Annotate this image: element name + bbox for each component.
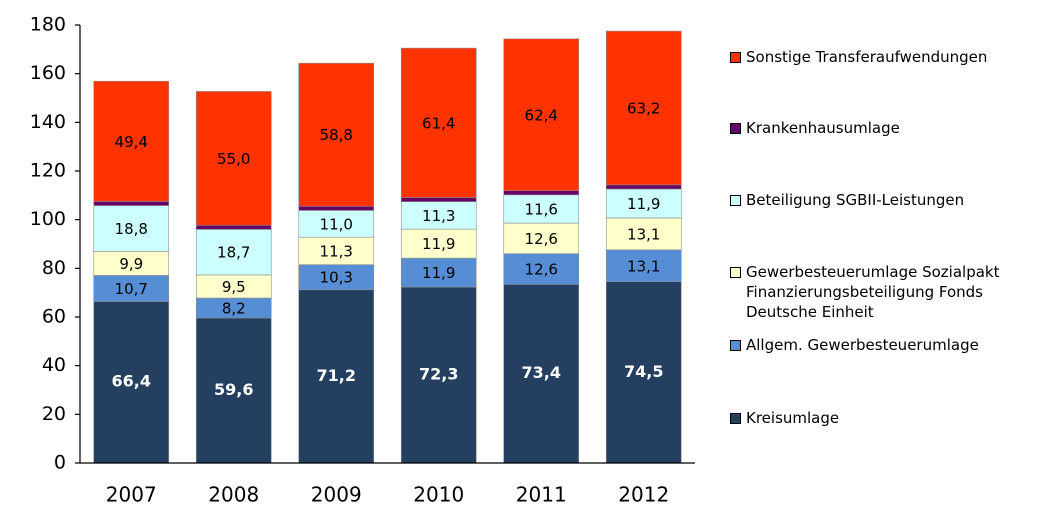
bar-segment bbox=[400, 286, 477, 464]
value-label: 10,3 bbox=[320, 269, 353, 287]
bar-segment bbox=[503, 38, 580, 192]
legend-label: Sonstige Transferaufwendungen bbox=[746, 48, 988, 66]
bar-segment bbox=[400, 201, 477, 230]
value-label: 13,1 bbox=[627, 225, 660, 243]
bar-segment bbox=[400, 197, 477, 202]
x-tick-label: 2010 bbox=[413, 483, 464, 507]
x-tick-label: 2011 bbox=[516, 483, 567, 507]
y-tick-label: 120 bbox=[30, 160, 66, 182]
bar-segment bbox=[298, 62, 375, 207]
legend-swatch bbox=[730, 340, 741, 351]
bar-segment bbox=[503, 222, 580, 255]
bar-segment bbox=[400, 228, 477, 259]
bar-segment bbox=[400, 257, 477, 288]
bar-segment bbox=[195, 91, 272, 226]
legend-item: Gewerbesteuerumlage Sozialpakt Finanzier… bbox=[730, 262, 999, 322]
x-tick-label: 2009 bbox=[311, 483, 362, 507]
value-label: 62,4 bbox=[525, 106, 558, 124]
bar-segment bbox=[400, 47, 477, 198]
value-label: 55,0 bbox=[217, 150, 250, 168]
bar-segment bbox=[195, 317, 272, 464]
value-label: 11,6 bbox=[525, 200, 558, 218]
bar-segment bbox=[298, 264, 375, 291]
bar-segment bbox=[195, 229, 272, 276]
legend-label: Allgem. Gewerbesteuerumlage bbox=[746, 336, 979, 354]
x-tick-label: 2012 bbox=[618, 483, 669, 507]
value-label: 73,4 bbox=[522, 363, 561, 382]
value-label: 72,3 bbox=[419, 365, 458, 384]
value-label: 66,4 bbox=[112, 372, 151, 391]
value-label: 18,7 bbox=[217, 244, 250, 262]
bar-segment bbox=[93, 80, 170, 202]
bar-segment bbox=[503, 190, 580, 196]
value-label: 11,9 bbox=[627, 195, 660, 213]
legend-item: Allgem. Gewerbesteuerumlage bbox=[730, 335, 979, 355]
y-tick-label: 160 bbox=[30, 62, 66, 84]
x-tick-label: 2008 bbox=[208, 483, 259, 507]
legend-label: Gewerbesteuerumlage Sozialpakt Finanzier… bbox=[746, 263, 1000, 321]
value-label: 11,0 bbox=[320, 215, 353, 233]
value-label: 12,6 bbox=[525, 261, 558, 279]
legend-swatch bbox=[730, 413, 741, 424]
legend-item: Krankenhausumlage bbox=[730, 118, 900, 138]
bar-segment bbox=[93, 205, 170, 252]
value-label: 9,5 bbox=[222, 278, 246, 296]
value-label: 71,2 bbox=[317, 366, 356, 385]
y-tick-label: 80 bbox=[42, 257, 66, 279]
y-tick-label: 180 bbox=[30, 14, 66, 36]
legend-swatch bbox=[730, 267, 741, 278]
bar-segment bbox=[503, 284, 580, 464]
bar-segment bbox=[503, 194, 580, 224]
value-label: 11,3 bbox=[320, 242, 353, 260]
bar-segment bbox=[605, 217, 682, 251]
bar-segment bbox=[298, 236, 375, 265]
bar-segment bbox=[605, 184, 682, 190]
value-label: 61,4 bbox=[422, 114, 455, 132]
legend-item: Kreisumlage bbox=[730, 408, 839, 428]
value-label: 11,9 bbox=[422, 235, 455, 253]
legend-label: Kreisumlage bbox=[746, 409, 840, 427]
value-label: 59,6 bbox=[214, 380, 253, 399]
y-tick-label: 60 bbox=[42, 306, 66, 328]
value-label: 74,5 bbox=[624, 362, 663, 381]
legend-label: Beteiligung SGBII-Leistungen bbox=[746, 191, 965, 209]
bar-segment bbox=[93, 251, 170, 276]
bar-segment bbox=[605, 30, 682, 186]
y-tick-label: 20 bbox=[42, 403, 66, 425]
bar-segment bbox=[298, 289, 375, 464]
bar-segment bbox=[298, 210, 375, 238]
value-label: 11,3 bbox=[422, 207, 455, 225]
y-tick-label: 100 bbox=[30, 208, 66, 230]
value-label: 63,2 bbox=[627, 99, 660, 117]
bar-segment bbox=[605, 281, 682, 464]
y-tick-label: 0 bbox=[54, 452, 66, 474]
bar-segment bbox=[93, 201, 170, 206]
legend-swatch bbox=[730, 123, 741, 134]
value-label: 11,9 bbox=[422, 264, 455, 282]
value-label: 10,7 bbox=[115, 280, 148, 298]
x-tick-label: 2007 bbox=[106, 483, 157, 507]
y-tick-label: 140 bbox=[30, 111, 66, 133]
legend-item: Beteiligung SGBII-Leistungen bbox=[730, 190, 964, 210]
value-label: 49,4 bbox=[115, 133, 148, 151]
bar-segment bbox=[93, 275, 170, 302]
legend-item: Sonstige Transferaufwendungen bbox=[730, 47, 987, 67]
value-label: 9,9 bbox=[119, 255, 143, 273]
legend-label: Krankenhausumlage bbox=[746, 119, 900, 137]
y-tick-label: 40 bbox=[42, 354, 66, 376]
value-label: 58,8 bbox=[320, 126, 353, 144]
value-label: 18,8 bbox=[115, 220, 148, 238]
value-label: 13,1 bbox=[627, 257, 660, 275]
bar-segment bbox=[195, 224, 272, 230]
bar-segment bbox=[605, 249, 682, 283]
legend-swatch bbox=[730, 195, 741, 206]
value-label: 8,2 bbox=[222, 299, 246, 317]
bar-segment bbox=[298, 205, 375, 211]
legend-swatch bbox=[730, 52, 741, 63]
value-label: 12,6 bbox=[525, 230, 558, 248]
